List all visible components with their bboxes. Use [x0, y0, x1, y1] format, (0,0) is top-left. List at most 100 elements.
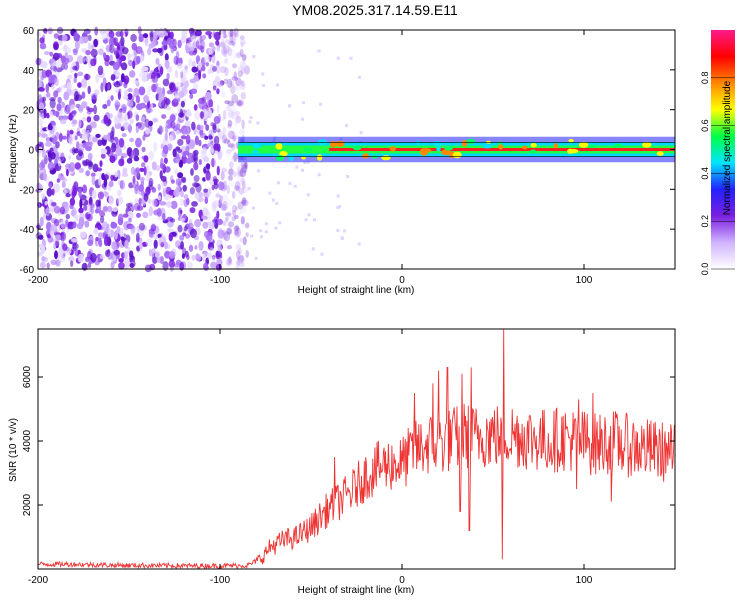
heatmap-cell	[215, 264, 222, 271]
heatmap-cell	[138, 33, 144, 43]
heatmap-cell	[120, 36, 125, 47]
heatmap-cell	[169, 114, 176, 122]
heatmap-cell	[127, 88, 133, 93]
heatmap-cell	[155, 57, 160, 65]
heatmap-cell	[228, 29, 234, 38]
signal-blob	[461, 140, 468, 147]
heatmap-cell	[48, 74, 53, 85]
heatmap-cell	[278, 221, 282, 225]
heatmap-cell	[116, 169, 121, 180]
heatmap-cell	[78, 119, 82, 128]
heatmap-cell	[50, 259, 57, 266]
heatmap-cell	[223, 137, 228, 144]
heatmap-cell	[86, 116, 92, 123]
heatmap-cell	[173, 55, 179, 65]
heatmap-cell	[162, 78, 170, 87]
heatmap-cell	[177, 172, 184, 179]
signal-blob	[444, 146, 454, 151]
heatmap-cell	[238, 161, 243, 167]
heatmap-cell	[242, 186, 248, 194]
signal-blob	[279, 151, 288, 157]
heatmap-cell	[223, 58, 229, 64]
heatmap-cell	[221, 200, 228, 211]
heatmap-cell	[222, 242, 228, 249]
heatmap-cell	[81, 262, 88, 271]
heatmap-cell	[231, 32, 238, 42]
heatmap-cell	[173, 189, 180, 197]
heatmap-cell	[357, 75, 361, 79]
heatmap-cell	[76, 131, 81, 137]
heatmap-cell	[311, 247, 315, 251]
heatmap-cell	[243, 161, 248, 169]
heatmap-cell	[122, 47, 129, 55]
heatmap-cell	[107, 119, 112, 125]
heatmap-cell	[319, 102, 323, 106]
heatmap-cell	[77, 82, 82, 88]
heatmap-cell	[225, 105, 231, 112]
heatmap-cell	[157, 183, 161, 191]
heatmap-cell	[264, 230, 268, 234]
heatmap-cell	[235, 77, 242, 86]
heatmap-cell	[174, 69, 179, 79]
heatmap-cell	[227, 139, 231, 148]
heatmap-cell	[39, 261, 46, 269]
heatmap-cell	[257, 169, 261, 173]
heatmap-cell	[168, 251, 176, 259]
heatmap-cell	[345, 124, 348, 128]
heatmap-cell	[55, 141, 60, 149]
heatmap-cell	[202, 253, 206, 263]
heatmap-cell	[167, 228, 174, 233]
heatmap-cell	[134, 198, 139, 204]
heatmap-cell	[232, 64, 238, 71]
heatmap-cell	[175, 81, 182, 89]
heatmap-cell	[135, 114, 140, 122]
heatmap-cell	[317, 49, 321, 53]
heatmap-cell	[114, 171, 118, 178]
heatmap-cell	[79, 198, 83, 209]
snr-frame	[37, 328, 676, 570]
heatmap-cell	[225, 55, 229, 61]
heatmap-cell	[95, 74, 99, 84]
heatmap-cell	[220, 31, 225, 40]
heatmap-cell	[90, 207, 94, 215]
heatmap-cell	[85, 170, 91, 177]
heatmap-cell	[93, 38, 99, 48]
heatmap-cell	[199, 129, 204, 136]
heatmap-cell	[189, 207, 196, 214]
heatmap-cell	[59, 206, 65, 215]
heatmap-cell	[132, 175, 136, 185]
heatmap-cell	[226, 184, 230, 195]
heatmap-cell	[74, 72, 78, 79]
heatmap-cell	[107, 252, 113, 260]
heatmap-cell	[237, 100, 244, 107]
heatmap-cell	[223, 138, 230, 144]
colorbar-tick-label: 0.2	[700, 215, 710, 228]
heatmap-cell	[62, 135, 67, 140]
signal-blob	[316, 154, 323, 161]
y-tick-label: 0	[28, 146, 34, 157]
heatmap-cell	[111, 241, 117, 250]
heatmap-cell	[114, 99, 120, 106]
heatmap-cell	[231, 76, 239, 81]
heatmap-cell	[160, 175, 167, 182]
heatmap-cell	[222, 126, 227, 136]
signal-blob	[420, 148, 428, 154]
heatmap-cell	[228, 256, 232, 265]
heatmap-cell	[54, 240, 60, 247]
y-tick-label: 4000	[22, 429, 33, 452]
heatmap-cell	[216, 88, 220, 95]
heatmap-cell	[163, 157, 168, 164]
heatmap-cell	[63, 189, 67, 195]
heatmap-cell	[90, 252, 97, 263]
heatmap-cell	[133, 80, 139, 85]
heatmap-cell	[231, 204, 237, 213]
heatmap-cell	[167, 243, 171, 250]
heatmap-cell	[141, 162, 146, 168]
heatmap-cell	[225, 216, 229, 223]
heatmap-cell	[238, 247, 242, 255]
heatmap-cell	[239, 167, 246, 172]
heatmap-cell	[50, 152, 56, 160]
heatmap-cell	[78, 188, 82, 198]
heatmap-cell	[210, 147, 215, 154]
